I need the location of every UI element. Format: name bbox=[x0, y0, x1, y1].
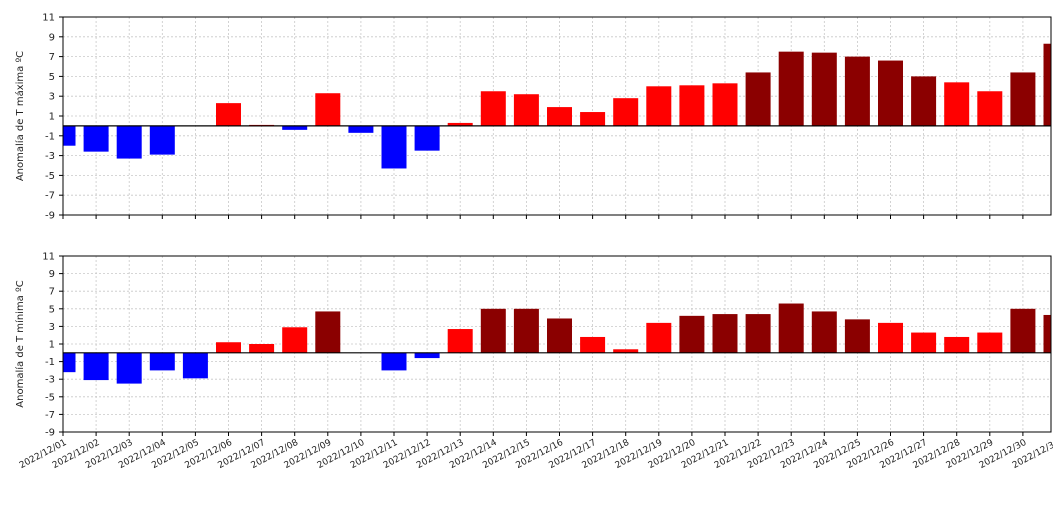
bar-2022/12/25 bbox=[845, 319, 870, 352]
y-axis-label: Anomalía de T máxima ºC bbox=[14, 51, 26, 181]
panel-1: -9 -7 -5 -3 -1 1 3 5 7 9 11 Anomalía de T máxima ºC bbox=[14, 13, 1053, 222]
bar-2022/12/06 bbox=[216, 342, 241, 353]
y-axis-label: Anomalía de T mínima ºC bbox=[14, 280, 26, 407]
bar-2022/12/24 bbox=[812, 311, 837, 352]
bar-2022/12/09 bbox=[315, 311, 340, 352]
bar-2022/12/13 bbox=[448, 329, 473, 353]
y-tick-label: 5 bbox=[49, 72, 55, 83]
y-tick-label: 1 bbox=[49, 112, 55, 123]
y-tick-label: -9 bbox=[45, 428, 55, 439]
panel-2: -9 -7 -5 -3 -1 1 3 5 7 9 11 Anomalía de T mínima ºC… bbox=[14, 252, 1053, 472]
y-tick-label: -5 bbox=[45, 392, 55, 403]
bar-2022/12/23 bbox=[779, 304, 804, 353]
bar-2022/12/15 bbox=[514, 309, 539, 353]
y-tick-label: -9 bbox=[45, 211, 55, 222]
bar-2022/12/28 bbox=[944, 337, 969, 353]
y-tick-label: 3 bbox=[49, 92, 55, 103]
y-tick-label: 3 bbox=[49, 322, 55, 333]
bar-2022/12/11 bbox=[382, 353, 407, 371]
bar-2022/12/24 bbox=[812, 53, 837, 126]
bar-2022/12/21 bbox=[713, 83, 738, 126]
bar-2022/12/23 bbox=[779, 52, 804, 126]
bar-2022/12/06 bbox=[216, 103, 241, 126]
y-tick-label: -5 bbox=[45, 171, 55, 182]
bar-2022/12/15 bbox=[514, 94, 539, 126]
bar-2022/12/02 bbox=[84, 353, 109, 380]
bar-2022/12/19 bbox=[646, 323, 671, 353]
bar-2022/12/26 bbox=[878, 323, 903, 353]
y-tick-label: 11 bbox=[42, 252, 55, 263]
bars-group bbox=[51, 304, 1053, 384]
bar-2022/12/31 bbox=[1044, 44, 1053, 126]
bar-2022/12/12 bbox=[415, 126, 440, 151]
bar-2022/12/03 bbox=[117, 353, 142, 384]
bar-2022/12/25 bbox=[845, 57, 870, 126]
bar-2022/12/10 bbox=[348, 126, 373, 133]
y-tick-label: 11 bbox=[42, 13, 55, 24]
bar-2022/12/31 bbox=[1044, 315, 1053, 353]
bar-2022/12/11 bbox=[382, 126, 407, 169]
bar-2022/12/27 bbox=[911, 76, 936, 126]
bar-2022/12/14 bbox=[481, 91, 506, 126]
y-tick-label: 9 bbox=[49, 32, 55, 43]
bar-2022/12/30 bbox=[1010, 72, 1035, 125]
bar-2022/12/12 bbox=[415, 353, 440, 358]
y-tick-label: 5 bbox=[49, 304, 55, 315]
y-tick-label: -1 bbox=[45, 357, 55, 368]
y-tick-label: 7 bbox=[49, 287, 55, 298]
bar-2022/12/04 bbox=[150, 353, 175, 371]
y-tick-label: 7 bbox=[49, 52, 55, 63]
y-tick-label: -7 bbox=[45, 410, 55, 421]
bar-2022/12/22 bbox=[746, 314, 771, 353]
bar-2022/12/30 bbox=[1010, 309, 1035, 353]
bar-2022/12/04 bbox=[150, 126, 175, 155]
bar-2022/12/21 bbox=[713, 314, 738, 353]
bar-2022/12/19 bbox=[646, 86, 671, 126]
bar-2022/12/07 bbox=[249, 344, 274, 353]
bar-2022/12/20 bbox=[679, 85, 704, 126]
bar-2022/12/22 bbox=[746, 72, 771, 125]
bar-2022/12/09 bbox=[315, 93, 340, 126]
bar-2022/12/08 bbox=[282, 327, 307, 353]
bar-2022/12/29 bbox=[977, 91, 1002, 126]
bar-2022/12/05 bbox=[183, 353, 208, 379]
bar-2022/12/18 bbox=[613, 98, 638, 126]
bar-2022/12/26 bbox=[878, 61, 903, 126]
y-tick-label: -3 bbox=[45, 151, 55, 162]
y-tick-label: 1 bbox=[49, 340, 55, 351]
y-tick-label: -1 bbox=[45, 131, 55, 142]
bar-2022/12/03 bbox=[117, 126, 142, 159]
bar-2022/12/14 bbox=[481, 309, 506, 353]
bar-2022/12/29 bbox=[977, 333, 1002, 353]
bar-2022/12/16 bbox=[547, 107, 572, 126]
y-tick-label: 9 bbox=[49, 269, 55, 280]
bar-2022/12/16 bbox=[547, 318, 572, 352]
bar-2022/12/17 bbox=[580, 112, 605, 126]
bars-group bbox=[51, 44, 1053, 169]
bar-2022/12/17 bbox=[580, 337, 605, 353]
bar-2022/12/02 bbox=[84, 126, 109, 152]
y-tick-label: -7 bbox=[45, 191, 55, 202]
y-tick-label: -3 bbox=[45, 375, 55, 386]
bar-2022/12/28 bbox=[944, 82, 969, 126]
bar-2022/12/20 bbox=[679, 316, 704, 353]
bar-2022/12/27 bbox=[911, 333, 936, 353]
